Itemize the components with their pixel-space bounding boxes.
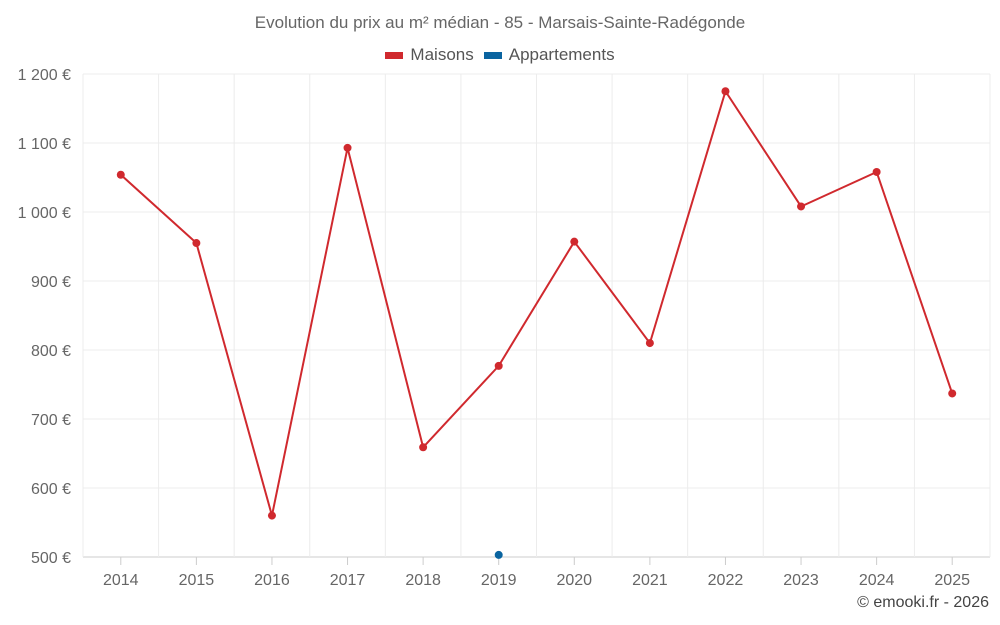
- credit-text: © emooki.fr - 2026: [857, 594, 989, 611]
- x-tick-label-2025: 2025: [934, 572, 970, 589]
- legend-item-appartements[interactable]: Appartements: [483, 45, 615, 65]
- data-point-maisons-2015[interactable]: [192, 239, 201, 248]
- y-tick-label: 500 €: [31, 550, 71, 567]
- y-tick-label: 1 000 €: [18, 205, 71, 222]
- data-point-maisons-2016[interactable]: [267, 511, 276, 520]
- series-line-maisons: [120, 90, 954, 517]
- legend-swatch-maisons: [385, 51, 404, 59]
- x-tick-label-2020: 2020: [556, 572, 592, 589]
- x-tick-label-2023: 2023: [783, 572, 819, 589]
- y-tick-label: 700 €: [31, 412, 71, 429]
- chart-title: Evolution du prix au m² médian - 85 - Ma…: [254, 13, 746, 32]
- data-point-maisons-2020[interactable]: [570, 237, 579, 246]
- legend-item-maisons[interactable]: Maisons: [385, 45, 474, 65]
- data-point-maisons-2023[interactable]: [797, 202, 806, 211]
- data-point-maisons-2019[interactable]: [494, 361, 503, 370]
- y-tick-label: 1 200 €: [18, 67, 71, 84]
- x-tick-label-2014: 2014: [103, 572, 139, 589]
- x-tick-label-2024: 2024: [859, 572, 895, 589]
- x-tick-label-2015: 2015: [179, 572, 215, 589]
- data-point-maisons-2017[interactable]: [343, 143, 352, 152]
- legend-swatch-appartements: [483, 51, 502, 59]
- x-tick-label-2022: 2022: [708, 572, 744, 589]
- x-tick-label-2019: 2019: [481, 572, 517, 589]
- x-tick-label-2018: 2018: [405, 572, 441, 589]
- data-point-maisons-2022[interactable]: [721, 87, 730, 96]
- x-tick-label-2021: 2021: [632, 572, 668, 589]
- x-tick-label-2017: 2017: [330, 572, 366, 589]
- legend-label-appartements: Appartements: [508, 45, 615, 64]
- data-point-maisons-2025[interactable]: [948, 389, 957, 398]
- chart-legend: Maisons Appartements: [0, 45, 1000, 65]
- data-point-maisons-2014[interactable]: [116, 170, 125, 179]
- legend-label-maisons: Maisons: [410, 45, 474, 64]
- data-point-maisons-2021[interactable]: [645, 339, 654, 348]
- y-tick-label: 900 €: [31, 274, 71, 291]
- data-point-appartements-2019[interactable]: [494, 550, 503, 559]
- y-tick-label: 600 €: [31, 481, 71, 498]
- y-tick-label: 1 100 €: [18, 136, 71, 153]
- data-point-maisons-2024[interactable]: [872, 167, 881, 176]
- y-tick-label: 800 €: [31, 343, 71, 360]
- data-point-maisons-2018[interactable]: [419, 443, 428, 452]
- x-tick-label-2016: 2016: [254, 572, 290, 589]
